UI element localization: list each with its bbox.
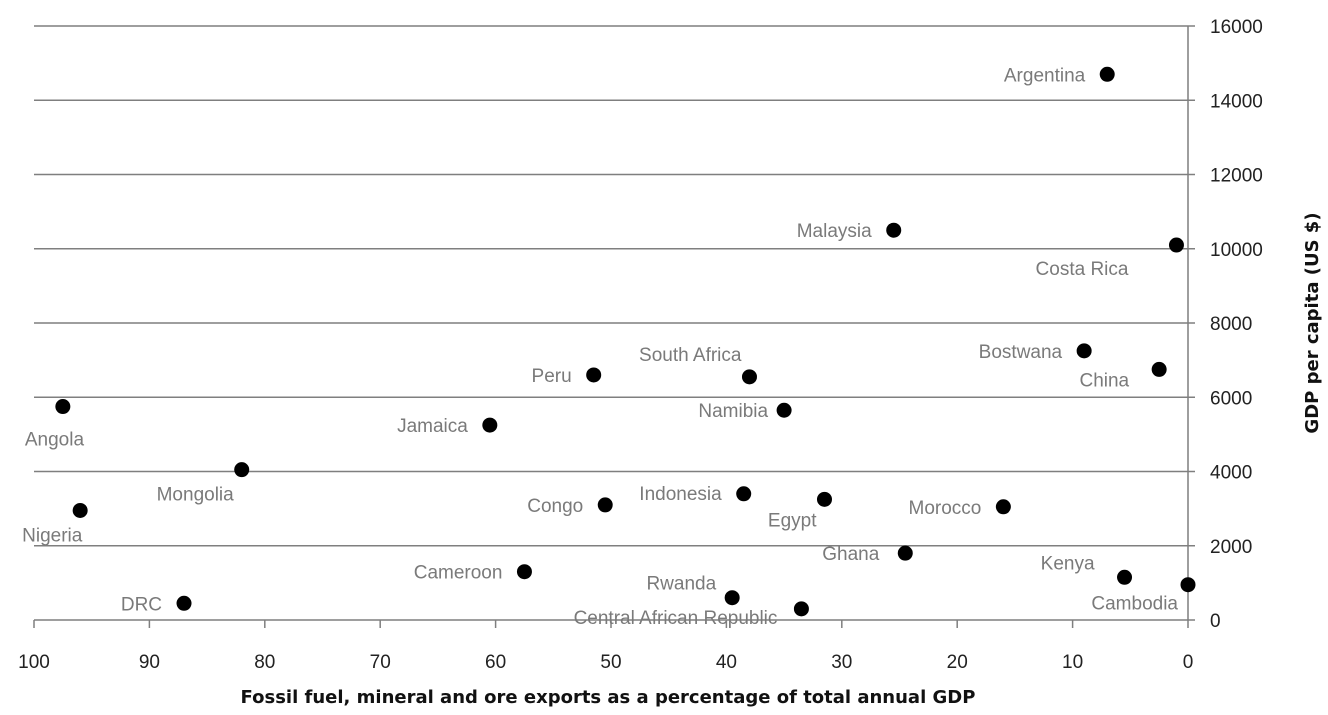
point-mongolia (234, 462, 250, 478)
y-tick-label: 12000 (1210, 166, 1263, 187)
point-label-malaysia: Malaysia (797, 221, 872, 242)
point-peru (586, 367, 602, 383)
y-tick-label: 4000 (1210, 463, 1252, 484)
point-argentina (1099, 66, 1115, 82)
y-tick-label: 16000 (1210, 17, 1263, 38)
point-bostwana (1076, 343, 1092, 359)
point-label-drc: DRC (121, 594, 162, 615)
point-jamaica (482, 417, 498, 433)
point-china (1151, 361, 1167, 377)
point-south-africa (741, 369, 757, 385)
point-label-jamaica: Jamaica (397, 416, 468, 437)
y-tick-label: 0 (1210, 611, 1221, 632)
point-label-central-african-republic: Central African Republic (574, 608, 778, 629)
point-label-costa-rica: Costa Rica (1036, 259, 1129, 280)
x-tick-labels: 100 90 80 70 60 50 40 30 20 10 0 (18, 652, 1193, 673)
data-points (55, 66, 1196, 617)
point-label-kenya: Kenya (1041, 553, 1095, 574)
x-tick-label: 50 (600, 652, 621, 673)
point-namibia (776, 402, 792, 418)
point-cambodia (1180, 577, 1196, 593)
point-label-indonesia: Indonesia (639, 484, 722, 505)
x-tick-label: 60 (485, 652, 506, 673)
point-label-cambodia: Cambodia (1091, 594, 1178, 615)
point-indonesia (736, 486, 752, 502)
x-tick-label: 80 (254, 652, 275, 673)
y-tick-label: 6000 (1210, 388, 1252, 409)
gridlines (34, 25, 1188, 547)
point-angola (55, 399, 71, 415)
y-tick-label: 14000 (1210, 91, 1263, 112)
x-tick-label: 90 (139, 652, 160, 673)
point-label-egypt: Egypt (768, 510, 817, 531)
point-label-morocco: Morocco (909, 498, 982, 519)
x-axis-title: Fossil fuel, mineral and ore exports as … (241, 687, 976, 708)
point-kenya (1117, 569, 1133, 585)
point-ghana (897, 545, 913, 561)
point-congo (597, 497, 613, 513)
axes (33, 25, 1195, 628)
x-tick-label: 70 (370, 652, 391, 673)
point-label-peru: Peru (532, 366, 572, 387)
point-label-rwanda: Rwanda (646, 574, 716, 595)
point-label-congo: Congo (527, 496, 583, 517)
point-rwanda (724, 590, 740, 606)
point-label-angola: Angola (25, 430, 85, 451)
point-label-south-africa: South Africa (639, 345, 742, 366)
point-egypt (816, 491, 832, 507)
y-tick-label: 10000 (1210, 240, 1263, 261)
point-label-nigeria: Nigeria (22, 525, 83, 546)
point-drc (176, 595, 192, 611)
y-tick-labels: 0 2000 4000 6000 8000 10000 12000 14000 16000 (1210, 17, 1263, 632)
y-tick-label: 8000 (1210, 314, 1252, 335)
point-label-china: China (1079, 370, 1129, 391)
point-nigeria (72, 502, 88, 518)
point-morocco (995, 499, 1011, 515)
y-axis-title: GDP per capita (US $) (1302, 212, 1323, 433)
point-labels: Argentina Malaysia Costa Rica Bostwana China… (22, 65, 1178, 629)
point-label-namibia: Namibia (698, 401, 768, 422)
point-cameroon (516, 564, 532, 580)
point-label-mongolia: Mongolia (157, 485, 235, 506)
point-malaysia (886, 222, 902, 238)
point-label-cameroon: Cameroon (414, 563, 503, 584)
x-tick-label: 0 (1183, 652, 1194, 673)
point-central-african-republic (793, 601, 809, 617)
point-label-ghana: Ghana (822, 544, 879, 565)
x-tick-label: 20 (947, 652, 968, 673)
point-costa-rica (1168, 237, 1184, 253)
x-tick-label: 40 (716, 652, 737, 673)
point-label-argentina: Argentina (1004, 65, 1086, 86)
point-label-bostwana: Bostwana (979, 342, 1063, 363)
y-tick-label: 2000 (1210, 537, 1252, 558)
x-tick-label: 30 (831, 652, 852, 673)
x-tick-label: 10 (1062, 652, 1083, 673)
x-tick-label: 100 (18, 652, 50, 673)
